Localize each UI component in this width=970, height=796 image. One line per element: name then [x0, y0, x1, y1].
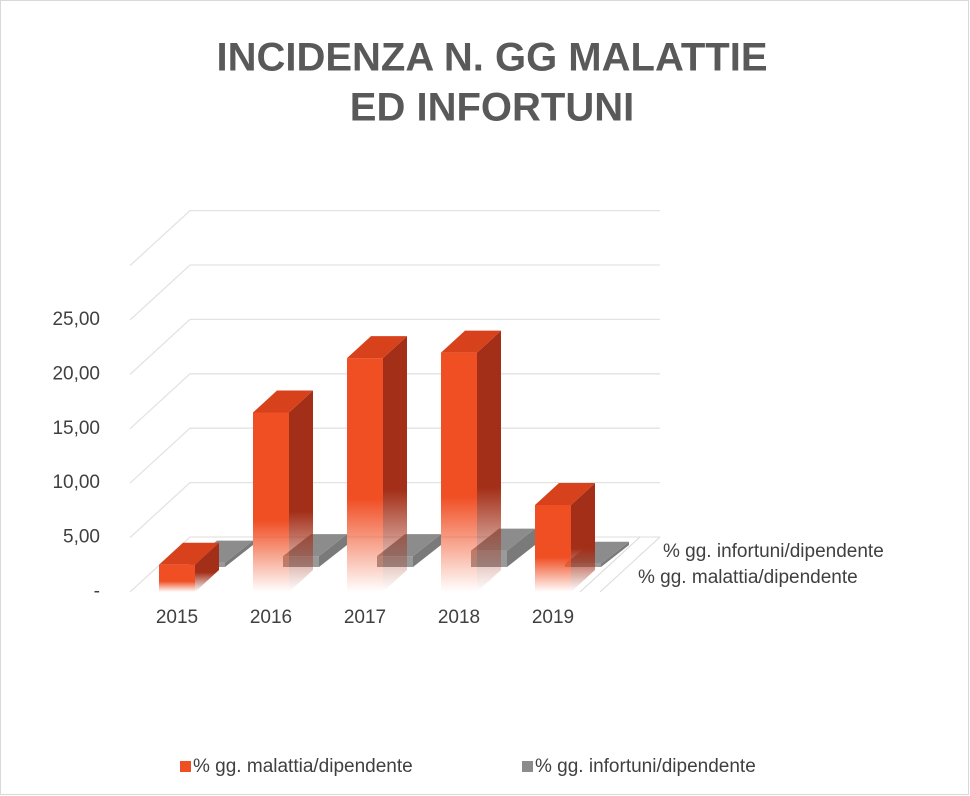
x-tick-label: 2016 — [250, 607, 292, 628]
bar-side — [289, 390, 313, 592]
y-tick-label: 15,00 — [52, 418, 100, 439]
chart-title: INCIDENZA N. GG MALATTIE — [216, 36, 767, 80]
bar-side — [601, 541, 629, 567]
grid-line — [129, 373, 660, 430]
bar-side — [195, 542, 219, 592]
y-tick-label: 20,00 — [52, 363, 100, 384]
bar — [253, 412, 289, 592]
bar — [535, 504, 571, 592]
bar-side — [571, 482, 595, 592]
grid-line — [129, 318, 660, 375]
bar — [347, 358, 383, 592]
floor-edge — [579, 536, 641, 593]
depth-label: % gg. malattia/dipendente — [638, 567, 858, 588]
bar-top — [159, 542, 219, 565]
grid-line — [129, 427, 660, 484]
bar-side — [319, 534, 347, 567]
bar-top — [535, 482, 595, 505]
y-tick-label: 10,00 — [52, 472, 100, 493]
bar — [159, 564, 195, 592]
legend-label: % gg. infortuni/dipendente — [535, 756, 756, 777]
y-tick-label: 25,00 — [52, 309, 100, 330]
chart-title: ED INFORTUNI — [350, 86, 634, 130]
bar-side — [413, 534, 441, 567]
bar — [441, 352, 477, 592]
legend-label: % gg. malattia/dipendente — [193, 756, 413, 777]
bar-side — [477, 330, 501, 592]
depth-label: % gg. infortuni/dipendente — [663, 541, 884, 562]
bar-side — [383, 336, 407, 592]
grid-line — [129, 481, 660, 539]
y-tick-label: - — [94, 581, 100, 602]
grid-line — [129, 264, 660, 321]
bar-top — [347, 336, 407, 359]
x-tick-label: 2015 — [156, 607, 198, 628]
bar-top — [253, 390, 313, 413]
bar-side — [507, 528, 535, 567]
bar-side — [225, 540, 253, 567]
legend-swatch — [522, 761, 533, 772]
y-tick-label: 5,00 — [63, 527, 100, 548]
bar-top — [441, 330, 501, 353]
legend-swatch — [180, 761, 191, 772]
grid-line — [129, 209, 660, 267]
x-tick-label: 2018 — [438, 607, 480, 628]
x-tick-label: 2017 — [344, 607, 386, 628]
floor-edge — [599, 536, 661, 593]
x-tick-label: 2019 — [532, 607, 574, 628]
